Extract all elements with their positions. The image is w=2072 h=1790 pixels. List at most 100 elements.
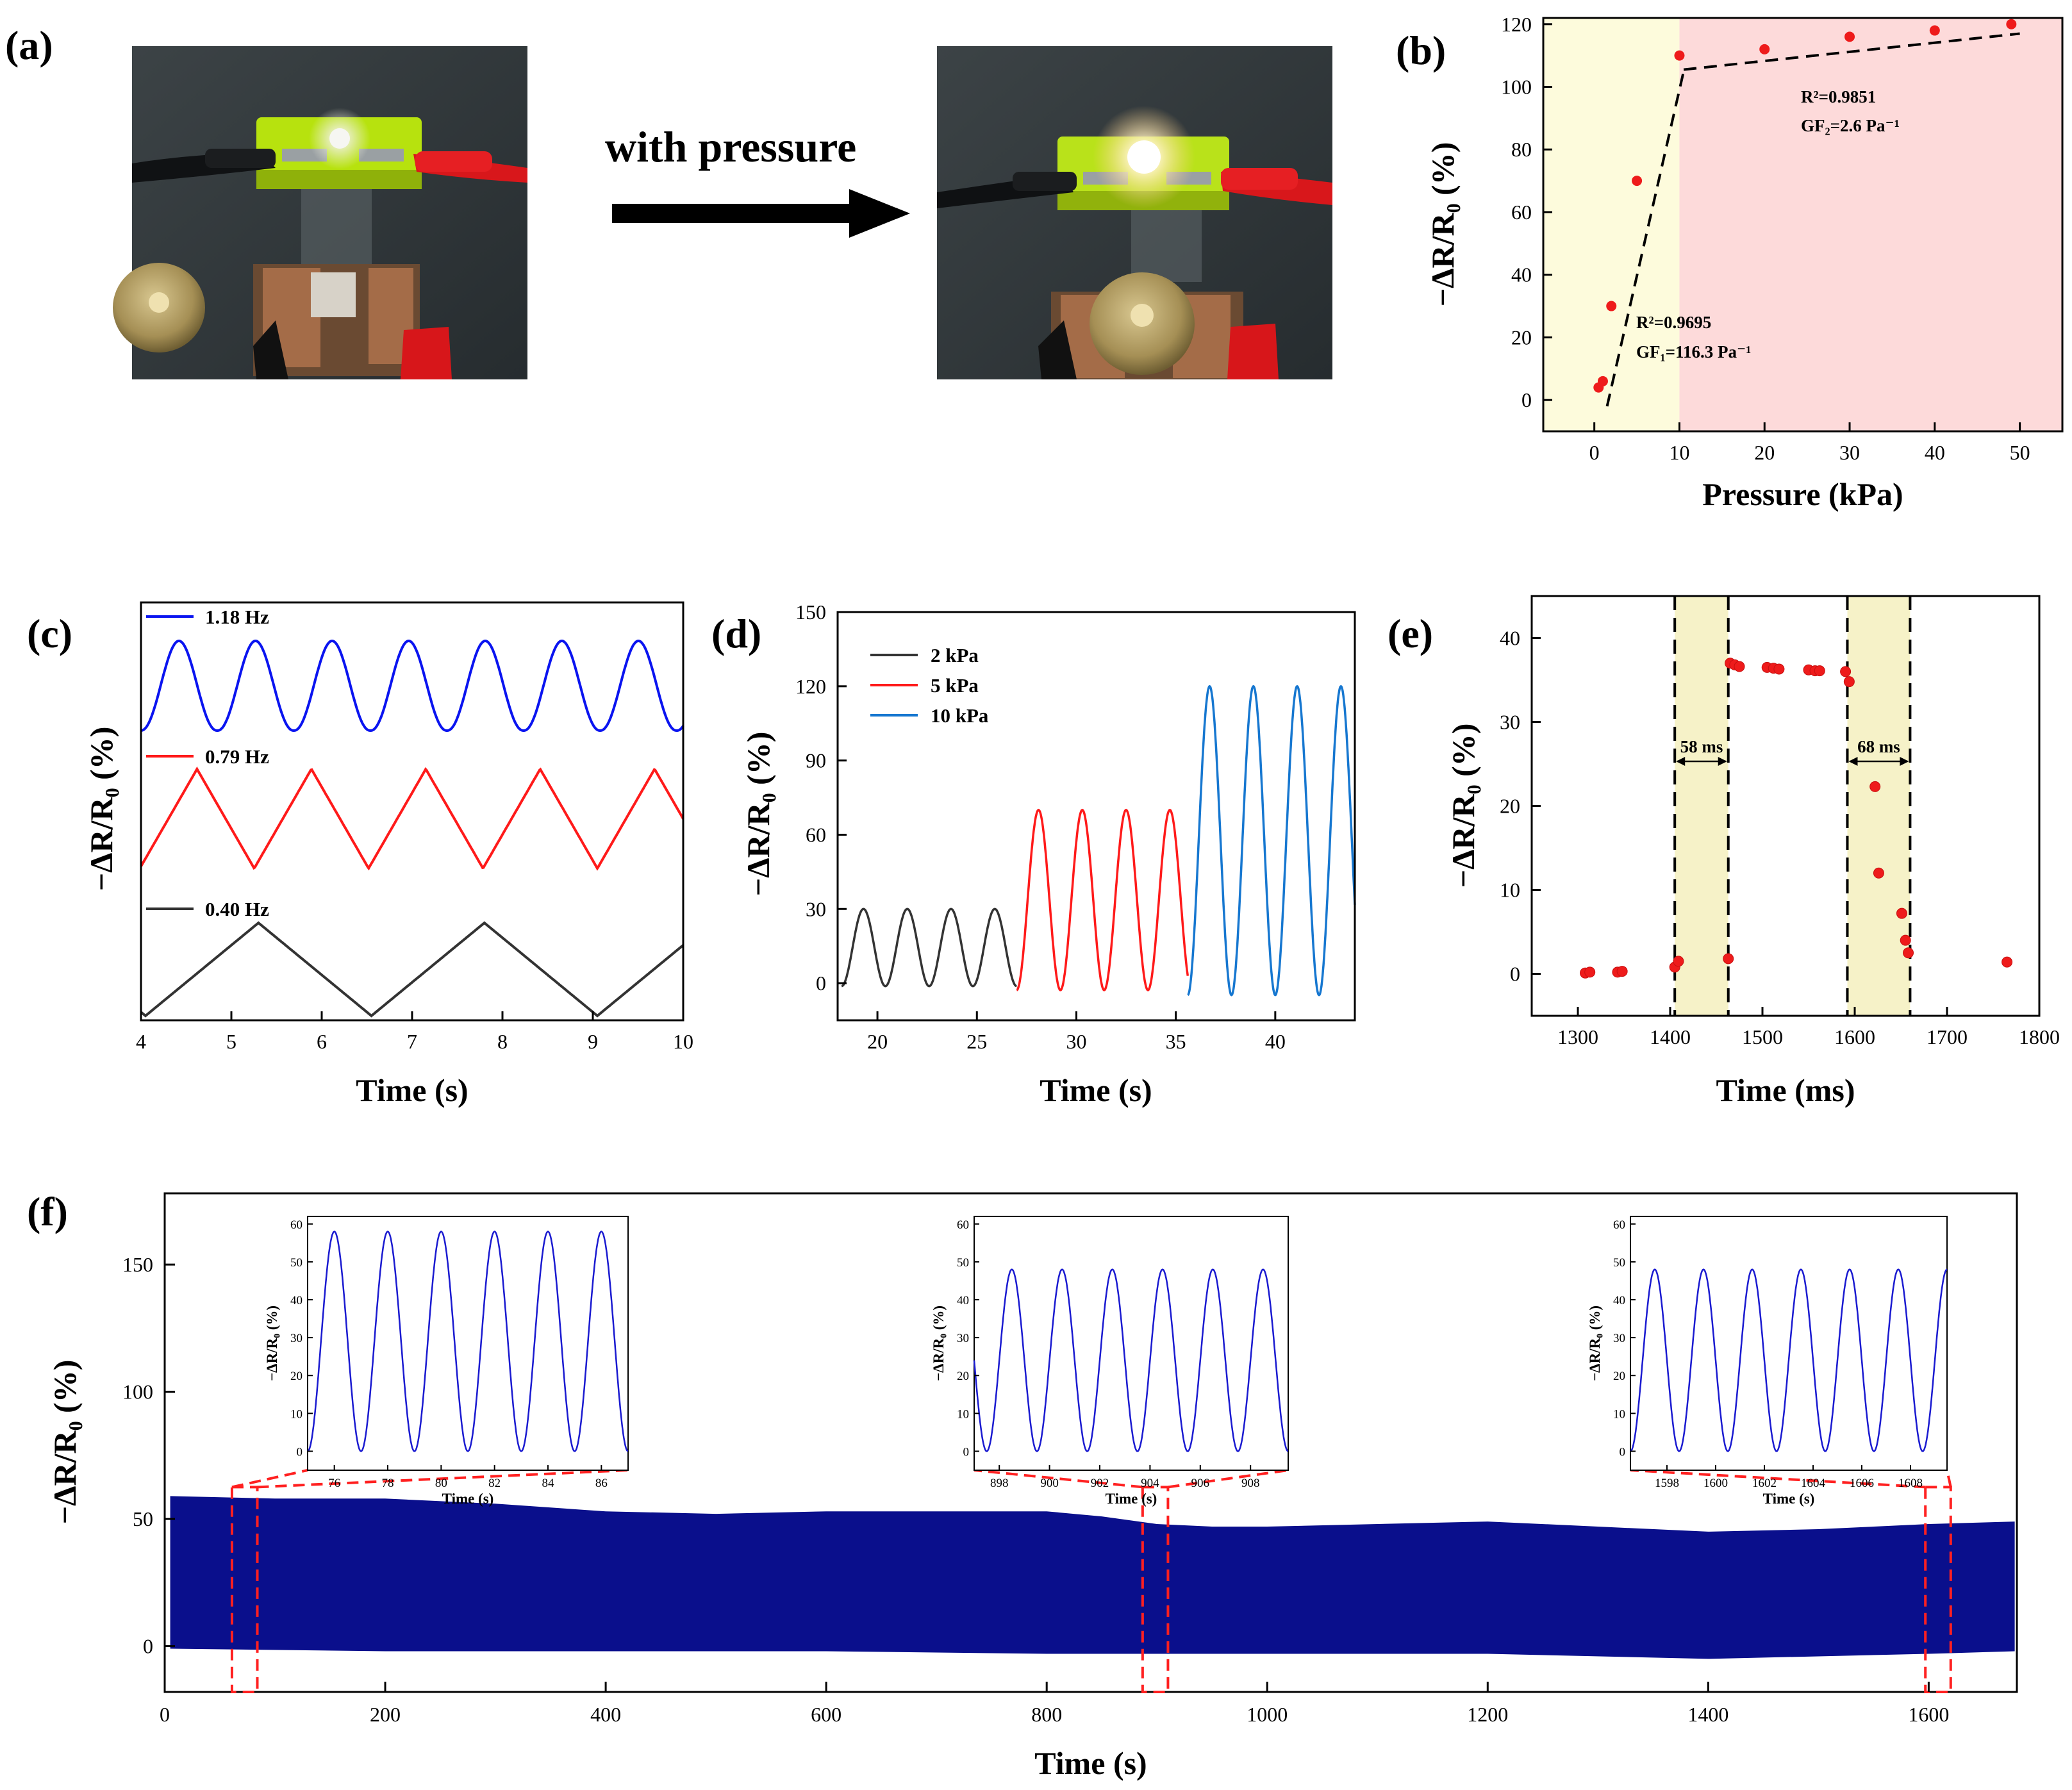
f-zoom-connector [231,1469,308,1489]
f-inset-ytick-label: 0 [1620,1445,1626,1459]
b-xtick-label: 10 [1669,441,1689,464]
e-xtick-label: 1800 [2019,1025,2060,1048]
f-xtick-label: 200 [370,1703,401,1726]
c-xtick-label: 7 [407,1030,417,1053]
f-inset-ytick-label: 60 [1613,1218,1625,1232]
c-series-079Hz [140,767,684,871]
f-inset-xtick-label: 1608 [1898,1477,1923,1490]
d-xtick-label: 40 [1265,1030,1286,1053]
f-inset-xtick-label: 1598 [1655,1477,1679,1490]
d-xtick-label: 20 [867,1030,888,1053]
f-zoom-connector [1630,1469,1926,1489]
fit2-r2: R²=0.9851 [1801,87,1876,106]
e-point [1584,966,1596,978]
panel-a-label: (a) [5,22,53,68]
panel-f: (f) 76 78 80 82 84 86 0 10 20 30 40 50 60 Time (s) −ΔR… [27,1189,2018,1781]
e-ytick-label: 40 [1500,627,1520,650]
f-inset-frame [1630,1216,1948,1471]
panel-b-xlabel: Pressure (kPa) [1702,476,1903,512]
d-legend-label: 2 kPa [931,644,979,667]
f-inset-xlabel: Time (s) [1106,1491,1157,1507]
f-inset-xtick-label: 76 [328,1477,340,1490]
b-ytick-label: 20 [1511,326,1532,349]
e-span-label: 58 ms [1680,737,1723,756]
panel-d-label: (d) [711,611,761,656]
f-inset-frame [307,1216,629,1471]
b-ytick-label: 80 [1511,138,1532,161]
f-inset-xtick-label: 84 [542,1477,555,1490]
e-point [1734,661,1745,672]
f-inset-ytick-label: 50 [290,1256,303,1270]
e-point [1900,934,1911,946]
f-inset-ytick-label: 30 [957,1332,969,1345]
b-point [1674,50,1685,61]
d-series-10kPa [1187,684,1356,997]
f-inset-signal [973,1268,1289,1452]
panel-b-label: (b) [1396,28,1446,73]
c-xtick-label: 6 [317,1030,327,1053]
panel-e-xlabel: Time (ms) [1716,1072,1855,1108]
e-xtick-label: 1700 [1927,1025,1968,1048]
f-inset-xtick-label: 904 [1141,1477,1159,1490]
b-xtick-label: 50 [2010,441,2030,464]
f-xtick-label: 400 [590,1703,621,1726]
e-ytick-label: 0 [1510,963,1520,986]
arrow-text: with pressure [605,122,856,171]
f-inset-ytick-label: 20 [957,1370,969,1383]
panel-c-xlabel: Time (s) [356,1072,468,1108]
b-point [1844,31,1855,42]
photo-before [113,46,527,379]
f-inset-ytick-label: 60 [290,1218,303,1232]
b-point [1606,301,1617,311]
f-xtick-label: 1400 [1687,1703,1728,1726]
d-series-5kPa [1016,808,1189,991]
panel-d-ylabel: −ΔR/R₀ (%) [740,732,776,897]
f-inset-3: 1598 1600 1602 1604 1606 1608 0 10 20 30 40 50 60 Tim… [1587,1216,1948,1507]
f-inset-xtick-label: 82 [488,1477,501,1490]
c-xtick-label: 10 [673,1030,693,1053]
d-series-2kPa [841,907,1017,988]
panel-e-ylabel: −ΔR/R₀ (%) [1445,724,1481,888]
f-inset-xtick-label: 78 [382,1477,394,1490]
c-series-118Hz [140,639,684,733]
c-xtick-label: 5 [226,1030,236,1053]
f-inset-ytick-label: 0 [963,1445,970,1459]
f-inset-1: 76 78 80 82 84 86 0 10 20 30 40 50 60 Time (s) −ΔR/R₀ … [264,1216,629,1507]
b-xtick-label: 0 [1589,441,1600,464]
c-legend-label: 1.18 Hz [205,606,269,628]
e-point [1814,665,1825,677]
e-xtick-label: 1400 [1650,1025,1691,1048]
e-ytick-label: 20 [1500,795,1520,818]
panel-c: (c) 1.18 Hz 0.79 Hz 0.40 Hz 4 5 6 7 8 9 10 Time … [27,601,693,1108]
f-inset-ytick-label: 50 [957,1256,969,1270]
c-series-040Hz [140,921,684,1018]
e-point [1843,676,1855,688]
e-arrowhead [1676,757,1686,766]
f-zoom-connector [1946,1470,1952,1488]
e-arrowhead [1848,757,1858,766]
b-point [1929,25,1940,36]
panel-c-ylabel: −ΔR/R₀ (%) [83,727,119,891]
f-inset-xtick-label: 1602 [1752,1477,1777,1490]
panel-f-label: (f) [27,1189,68,1234]
b-point [2006,19,2017,29]
e-xtick-label: 1500 [1742,1025,1783,1048]
c-xtick-label: 4 [136,1030,146,1053]
b-ytick-label: 40 [1511,263,1532,286]
f-inset-ytick-label: 10 [957,1407,969,1421]
f-ytick-label: 100 [122,1380,153,1404]
f-inset-xtick-label: 80 [435,1477,447,1490]
panel-a: (a) [5,22,1332,379]
f-inset-xtick-label: 1606 [1850,1477,1874,1490]
c-legend-label: 0.79 Hz [205,745,269,768]
d-xtick-label: 30 [1066,1030,1086,1053]
panel-b-ylabel: −ΔR/R₀ (%) [1425,142,1461,307]
e-point [2002,956,2013,968]
e-point [1616,966,1628,977]
fit-line-1 [1605,70,1686,407]
e-point [1723,953,1734,965]
f-inset-xtick-label: 1604 [1801,1477,1826,1490]
d-xtick-label: 35 [1166,1030,1186,1053]
d-ytick-label: 30 [806,897,826,920]
